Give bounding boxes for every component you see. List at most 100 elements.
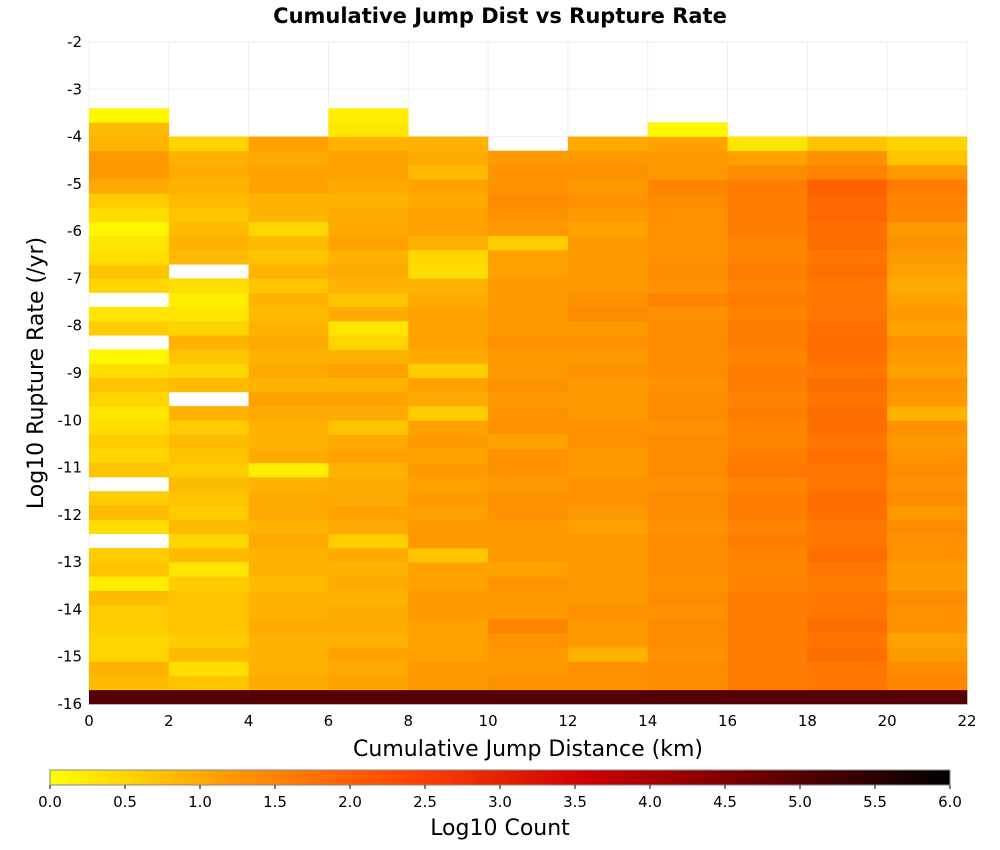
heatmap-cell bbox=[567, 406, 649, 421]
heatmap-cell bbox=[807, 335, 888, 350]
heatmap-cell bbox=[248, 491, 329, 506]
heatmap-cell bbox=[887, 505, 968, 520]
heatmap-cell bbox=[328, 136, 409, 152]
heatmap-cell bbox=[647, 604, 728, 620]
heatmap-cell bbox=[807, 150, 888, 166]
heatmap-cell bbox=[408, 150, 489, 166]
y-tick-label: -12 bbox=[58, 506, 83, 524]
heatmap-cell bbox=[807, 420, 888, 435]
chart-title: Cumulative Jump Dist vs Rupture Rate bbox=[273, 4, 727, 28]
heatmap-cell bbox=[887, 292, 968, 308]
heatmap-cell bbox=[408, 292, 489, 308]
heatmap-cell bbox=[727, 349, 808, 364]
heatmap-cell bbox=[807, 320, 888, 336]
heatmap-cell bbox=[248, 675, 329, 691]
heatmap-cell bbox=[168, 164, 249, 180]
heatmap-cell bbox=[488, 150, 569, 166]
heatmap-cell bbox=[408, 647, 489, 662]
heatmap-cell bbox=[89, 604, 170, 620]
heatmap-cell bbox=[89, 448, 170, 464]
x-tick-label: 20 bbox=[878, 712, 897, 730]
heatmap-cell bbox=[328, 505, 409, 520]
y-tick-label: -13 bbox=[58, 553, 83, 571]
heatmap-cell bbox=[488, 179, 569, 194]
heatmap-cell bbox=[248, 349, 329, 364]
heatmap-cell bbox=[488, 250, 569, 265]
heatmap-cell bbox=[408, 278, 489, 293]
heatmap-cell bbox=[168, 491, 249, 506]
heatmap-cell bbox=[567, 533, 649, 549]
heatmap-cell bbox=[567, 278, 649, 293]
heatmap-cell bbox=[328, 320, 409, 336]
heatmap-cell bbox=[488, 320, 569, 336]
heatmap-cell bbox=[807, 406, 888, 421]
heatmap-cell bbox=[647, 335, 728, 350]
heatmap-cell bbox=[328, 420, 409, 435]
heatmap-cell bbox=[328, 122, 409, 137]
heatmap-cell bbox=[807, 292, 888, 308]
heatmap-cell bbox=[488, 420, 569, 435]
heatmap-cell bbox=[328, 562, 409, 577]
heatmap-cell bbox=[887, 661, 968, 676]
heatmap-cell bbox=[248, 278, 329, 293]
heatmap-cell bbox=[887, 179, 968, 194]
heatmap-cell bbox=[168, 505, 249, 520]
colorbar-tick-label: 2.0 bbox=[338, 793, 362, 811]
heatmap-cell bbox=[328, 179, 409, 194]
heatmap-cell bbox=[89, 349, 170, 364]
colorbar-tick-label: 6.0 bbox=[938, 793, 962, 811]
heatmap-cell bbox=[89, 193, 170, 208]
heatmap-cell bbox=[567, 207, 649, 222]
heatmap-cell bbox=[248, 179, 329, 194]
heatmap-cell bbox=[807, 264, 888, 279]
heatmap-cell bbox=[887, 406, 968, 421]
heatmap-cell bbox=[408, 462, 489, 478]
heatmap-cell bbox=[887, 477, 968, 492]
heatmap-cell bbox=[807, 576, 888, 591]
heatmap-cell bbox=[168, 448, 249, 464]
heatmap-cell bbox=[488, 604, 569, 620]
heatmap-cell bbox=[567, 136, 649, 152]
colorbar-tick-label: 3.5 bbox=[563, 793, 587, 811]
heatmap-cell bbox=[168, 136, 249, 152]
heatmap-cell bbox=[887, 434, 968, 449]
heatmap-cell bbox=[328, 292, 409, 308]
x-tick-label: 2 bbox=[164, 712, 174, 730]
heatmap-cell bbox=[248, 235, 329, 251]
x-tick-label: 10 bbox=[479, 712, 498, 730]
heatmap-cell bbox=[727, 391, 808, 407]
heatmap-cell bbox=[567, 320, 649, 336]
heatmap-cell bbox=[248, 335, 329, 350]
heatmap-cell bbox=[89, 505, 170, 520]
heatmap-cell bbox=[727, 491, 808, 506]
heatmap-cell bbox=[887, 462, 968, 478]
heatmap-cell bbox=[727, 136, 808, 152]
heatmap-cell bbox=[647, 505, 728, 520]
x-tick-label: 8 bbox=[403, 712, 413, 730]
heatmap-cell bbox=[727, 448, 808, 464]
heatmap-cell bbox=[887, 391, 968, 407]
y-tick-label: -11 bbox=[58, 459, 83, 477]
y-tick-label: -9 bbox=[67, 364, 82, 382]
heatmap-cell bbox=[727, 264, 808, 279]
heatmap-cell bbox=[807, 562, 888, 577]
heatmap-cell bbox=[887, 519, 968, 535]
heatmap-cell bbox=[408, 179, 489, 194]
colorbar-tick-label: 5.0 bbox=[788, 793, 812, 811]
heatmap-cell bbox=[887, 590, 968, 605]
heatmap-cell bbox=[408, 391, 489, 407]
heatmap-cell bbox=[248, 604, 329, 620]
heatmap-cell bbox=[807, 675, 888, 691]
heatmap-cell bbox=[727, 292, 808, 308]
y-tick-label: -4 bbox=[67, 128, 82, 146]
x-tick-label: 16 bbox=[718, 712, 737, 730]
heatmap-cell bbox=[168, 335, 249, 350]
heatmap-cell bbox=[168, 519, 249, 535]
heatmap-cell bbox=[89, 179, 170, 194]
heatmap-cell bbox=[887, 207, 968, 222]
heatmap-cell bbox=[168, 235, 249, 251]
heatmap-cell bbox=[647, 590, 728, 605]
heatmap-cell bbox=[328, 675, 409, 691]
heatmap-cell bbox=[488, 278, 569, 293]
heatmap-cell bbox=[887, 306, 968, 322]
